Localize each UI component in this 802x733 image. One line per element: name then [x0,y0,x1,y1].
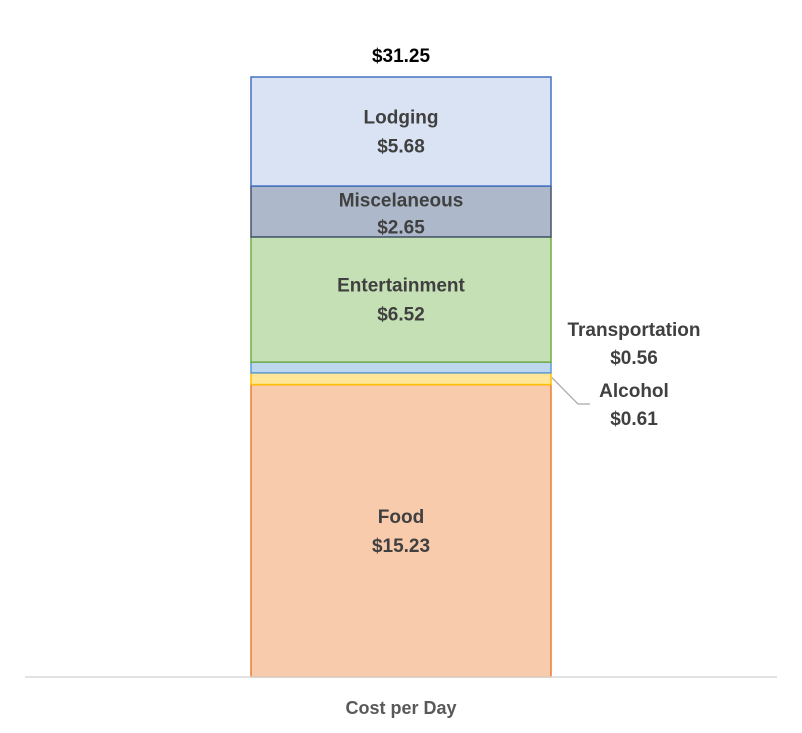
data-label-entertainment-name: Entertainment [337,276,465,297]
data-label-transportation-name: Transportation [567,320,700,341]
total-value-label: $31.25 [372,46,431,67]
leader-line-alcohol [551,377,590,405]
bar-segment-miscelaneous [250,185,552,238]
data-label-food-name: Food [378,507,424,528]
bar-segment-food [250,383,552,678]
bar-segment-alcohol [250,372,552,386]
data-label-food-value: $15.23 [372,536,430,557]
data-label-alcohol-name: Alcohol [599,381,669,402]
x-axis-category-label: Cost per Day [345,698,456,718]
bar-segments [250,76,552,678]
data-label-miscelaneous-name: Miscelaneous [339,190,464,211]
bar-segment-entertainment [250,236,552,363]
data-label-entertainment-value: $6.52 [377,305,425,326]
data-labels: Food $15.23 Alcohol $0.61 Transportation $0.5… [337,46,700,557]
data-label-alcohol-value: $0.61 [610,409,658,430]
data-label-transportation-value: $0.56 [610,348,658,369]
bar-segment-transportation [250,361,552,374]
data-label-lodging-name: Lodging [364,108,439,129]
bar-segment-lodging [250,76,552,187]
data-label-lodging-value: $5.68 [377,137,425,158]
data-label-miscelaneous-value: $2.65 [377,217,425,238]
